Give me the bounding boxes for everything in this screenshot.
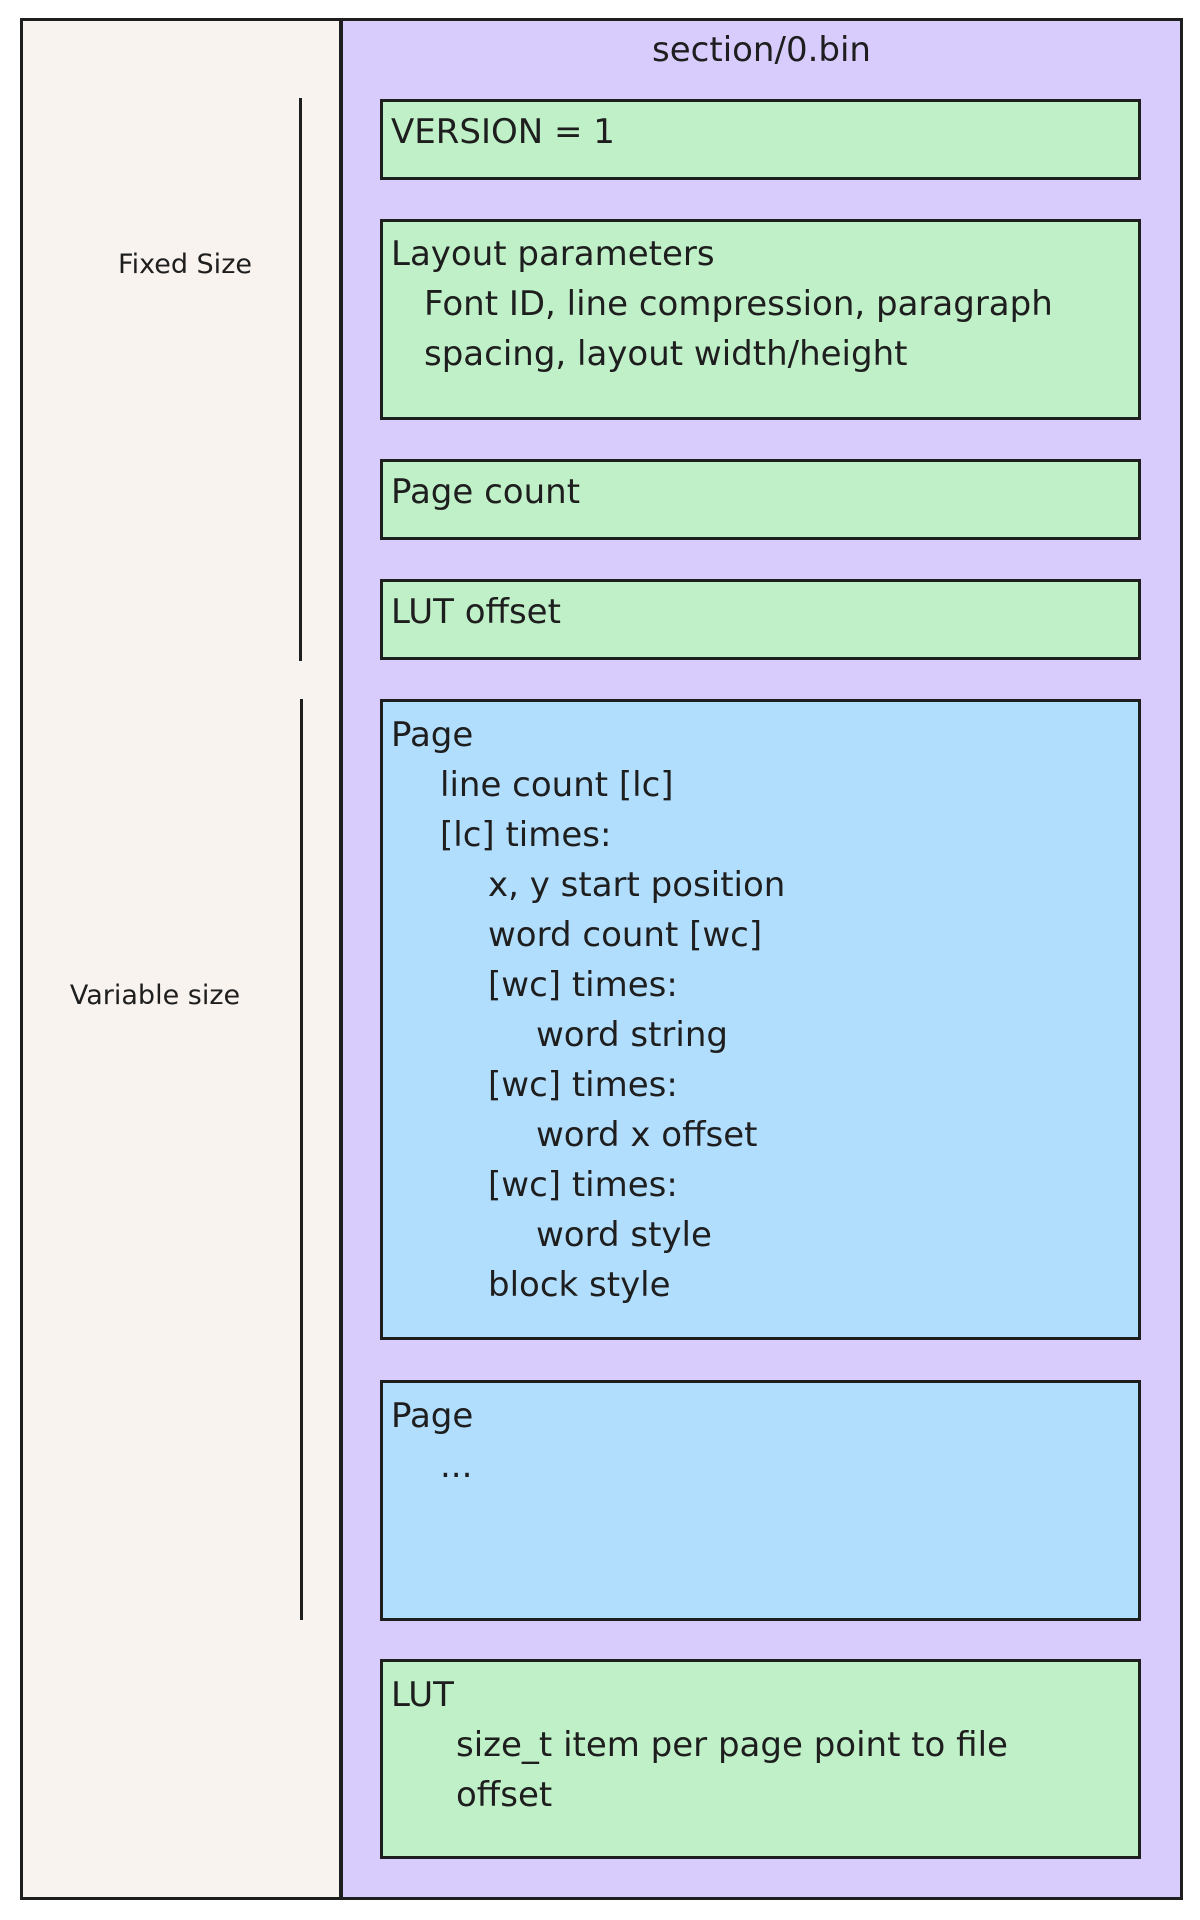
block-line: LUT [391,1675,454,1715]
block-line: word x offset [536,1115,758,1155]
block-line: [wc] times: [488,1165,678,1205]
block-line: word string [536,1015,728,1055]
block-line: offset [456,1775,553,1815]
variable-size-label: Variable size [69,980,241,1011]
block-line: line count [lc] [440,765,674,805]
layout-parameters-block: Layout parameters Font ID, line compress… [380,219,1141,420]
block-line: Page count [391,472,581,512]
block-line: [lc] times: [440,815,612,855]
block-line: x, y start position [488,865,786,905]
block-line: block style [488,1265,671,1305]
lut-offset-block: LUT offset [380,579,1141,660]
lut-block: LUT size_t item per page point to file o… [380,1659,1141,1859]
block-line: Font ID, line compression, paragraph [424,284,1053,324]
block-line: Page [391,1396,474,1436]
size-legend-panel [20,18,342,1900]
block-line: [wc] times: [488,965,678,1005]
version-block: VERSION = 1 [380,99,1141,180]
block-line: Page [391,715,474,755]
block-line: size_t item per page point to file [456,1725,1008,1765]
page-block: Page line count [lc] [lc] times: x, y st… [380,699,1141,1340]
block-line: Layout parameters [391,234,715,274]
block-line: ... [440,1446,473,1486]
block-line: VERSION = 1 [391,112,615,152]
fixed-size-label: Fixed Size [118,249,252,280]
page-block-2: Page ... [380,1380,1141,1621]
block-line: word style [536,1215,712,1255]
block-line: word count [wc] [488,915,763,955]
block-line: LUT offset [391,592,561,632]
block-line: spacing, layout width/height [424,334,908,374]
block-line: [wc] times: [488,1065,678,1105]
fixed-size-bracket [299,98,302,661]
variable-size-bracket [300,699,303,1620]
page-count-block: Page count [380,459,1141,540]
file-title: section/0.bin [652,30,871,70]
